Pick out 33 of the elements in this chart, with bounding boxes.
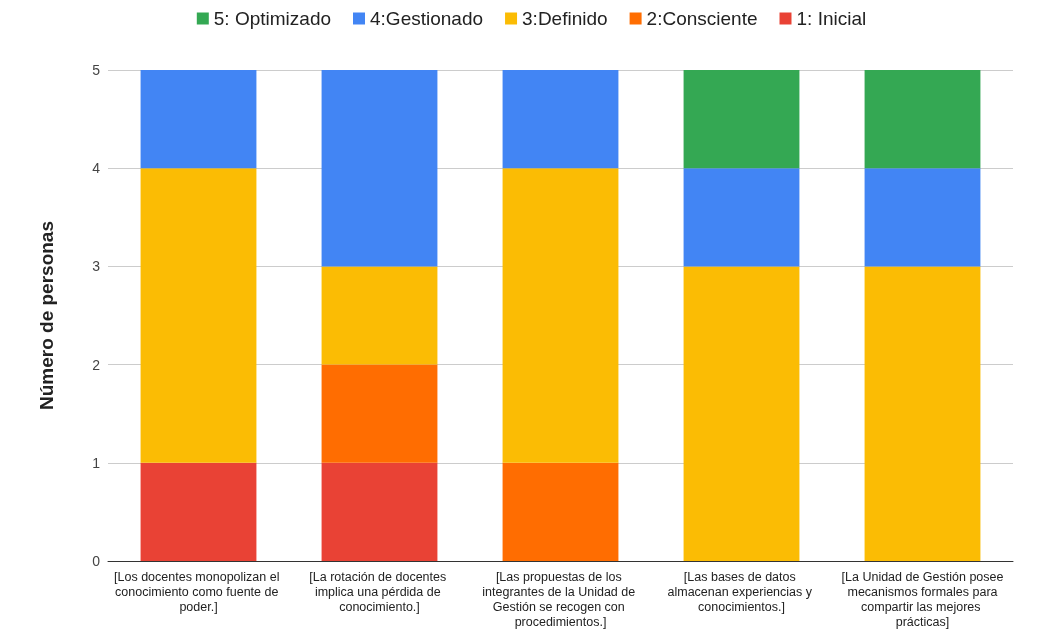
- y-tick-label: 0: [92, 553, 101, 569]
- legend-label: 2:Consciente: [646, 8, 758, 29]
- bar: [864, 70, 981, 169]
- bar: [502, 462, 619, 561]
- bar: [502, 70, 619, 169]
- y-tick-label: 2: [92, 356, 101, 373]
- y-tick-label: 4: [92, 160, 101, 177]
- x-tick-label: [Las bases de datos almacenan experiencias y conocimientos.]: [667, 569, 816, 614]
- x-tick-label: [Las propuestas de los integrantes de la Unidad de Gestión se recogen con procedimientos.]: [482, 569, 639, 629]
- bar: [321, 364, 438, 463]
- bar: [683, 266, 800, 561]
- bar: [321, 462, 438, 561]
- bar: [140, 462, 257, 561]
- bar: [140, 168, 257, 463]
- y-axis-title: Número de personas: [36, 221, 57, 410]
- x-tick-label: [La rotación de docentes implica una pérdida de conocimiento.]: [309, 569, 450, 614]
- legend-label: 5: Optimizado: [213, 8, 332, 29]
- legend-label: 3:Definido: [522, 8, 608, 29]
- x-tick-label: [Los docentes monopolizan el conocimiento como fuente de poder.]: [114, 569, 283, 614]
- y-tick-label: 5: [92, 62, 101, 78]
- y-tick-label: 1: [92, 454, 101, 471]
- bar: [140, 70, 257, 169]
- bar: [683, 168, 800, 267]
- legend-label: 1: Inicial: [796, 8, 867, 29]
- bar: [683, 70, 800, 169]
- bar: [864, 168, 981, 267]
- bar: [864, 266, 981, 561]
- legend-label: 4:Gestionado: [370, 8, 484, 29]
- bar: [321, 266, 438, 365]
- bar: [321, 70, 438, 267]
- y-tick-label: 3: [92, 258, 101, 275]
- bar: [502, 168, 619, 463]
- x-tick-label: [La Unidad de Gestión posee mecanismos formales para compartir las mejores prácticas]: [841, 569, 1004, 629]
